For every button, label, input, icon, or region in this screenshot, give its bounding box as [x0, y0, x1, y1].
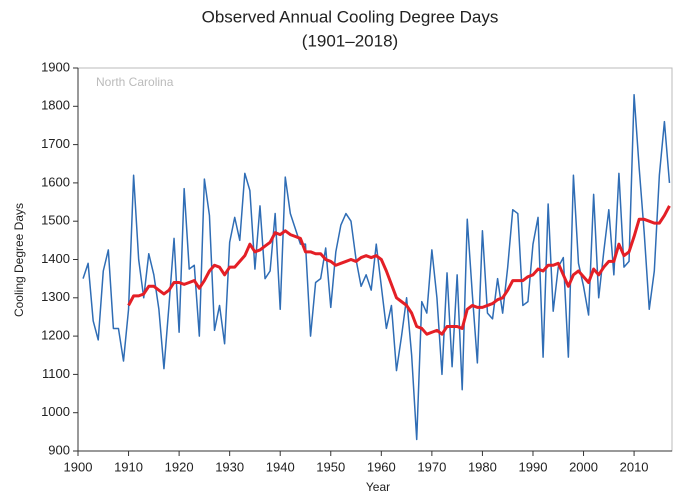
- annotation: North Carolina: [96, 75, 174, 89]
- x-tick-label: 2000: [569, 459, 598, 474]
- y-tick-label: 1300: [41, 289, 70, 304]
- y-tick-label: 1800: [41, 98, 70, 113]
- chart-subtitle: (1901–2018): [302, 31, 398, 50]
- chart-title: Observed Annual Cooling Degree Days: [202, 7, 499, 26]
- x-tick-label: 1930: [215, 459, 244, 474]
- x-tick-label: 1900: [64, 459, 93, 474]
- x-tick-label: 1980: [468, 459, 497, 474]
- y-tick-label: 1100: [42, 366, 70, 381]
- x-tick-label: 2010: [620, 459, 649, 474]
- x-tick-label: 1970: [417, 459, 446, 474]
- x-tick-label: 1910: [114, 459, 143, 474]
- y-tick-label: 1900: [41, 59, 70, 74]
- x-tick-label: 1990: [519, 459, 548, 474]
- y-tick-label: 900: [48, 442, 70, 457]
- y-tick-label: 1700: [41, 136, 70, 151]
- y-tick-label: 1600: [41, 174, 70, 189]
- x-tick-label: 1950: [316, 459, 345, 474]
- y-tick-label: 1000: [41, 404, 70, 419]
- x-tick-label: 1960: [367, 459, 396, 474]
- series-line: [127, 205, 671, 336]
- x-tick-label: 1940: [266, 459, 295, 474]
- series-line: [82, 94, 671, 441]
- y-tick-label: 1200: [41, 328, 70, 343]
- y-tick-label: 1500: [41, 213, 70, 228]
- x-axis-label: Year: [366, 480, 390, 494]
- x-tick-label: 1920: [165, 459, 194, 474]
- y-axis-label: Cooling Degree Days: [12, 203, 26, 317]
- y-tick-label: 1400: [41, 251, 70, 266]
